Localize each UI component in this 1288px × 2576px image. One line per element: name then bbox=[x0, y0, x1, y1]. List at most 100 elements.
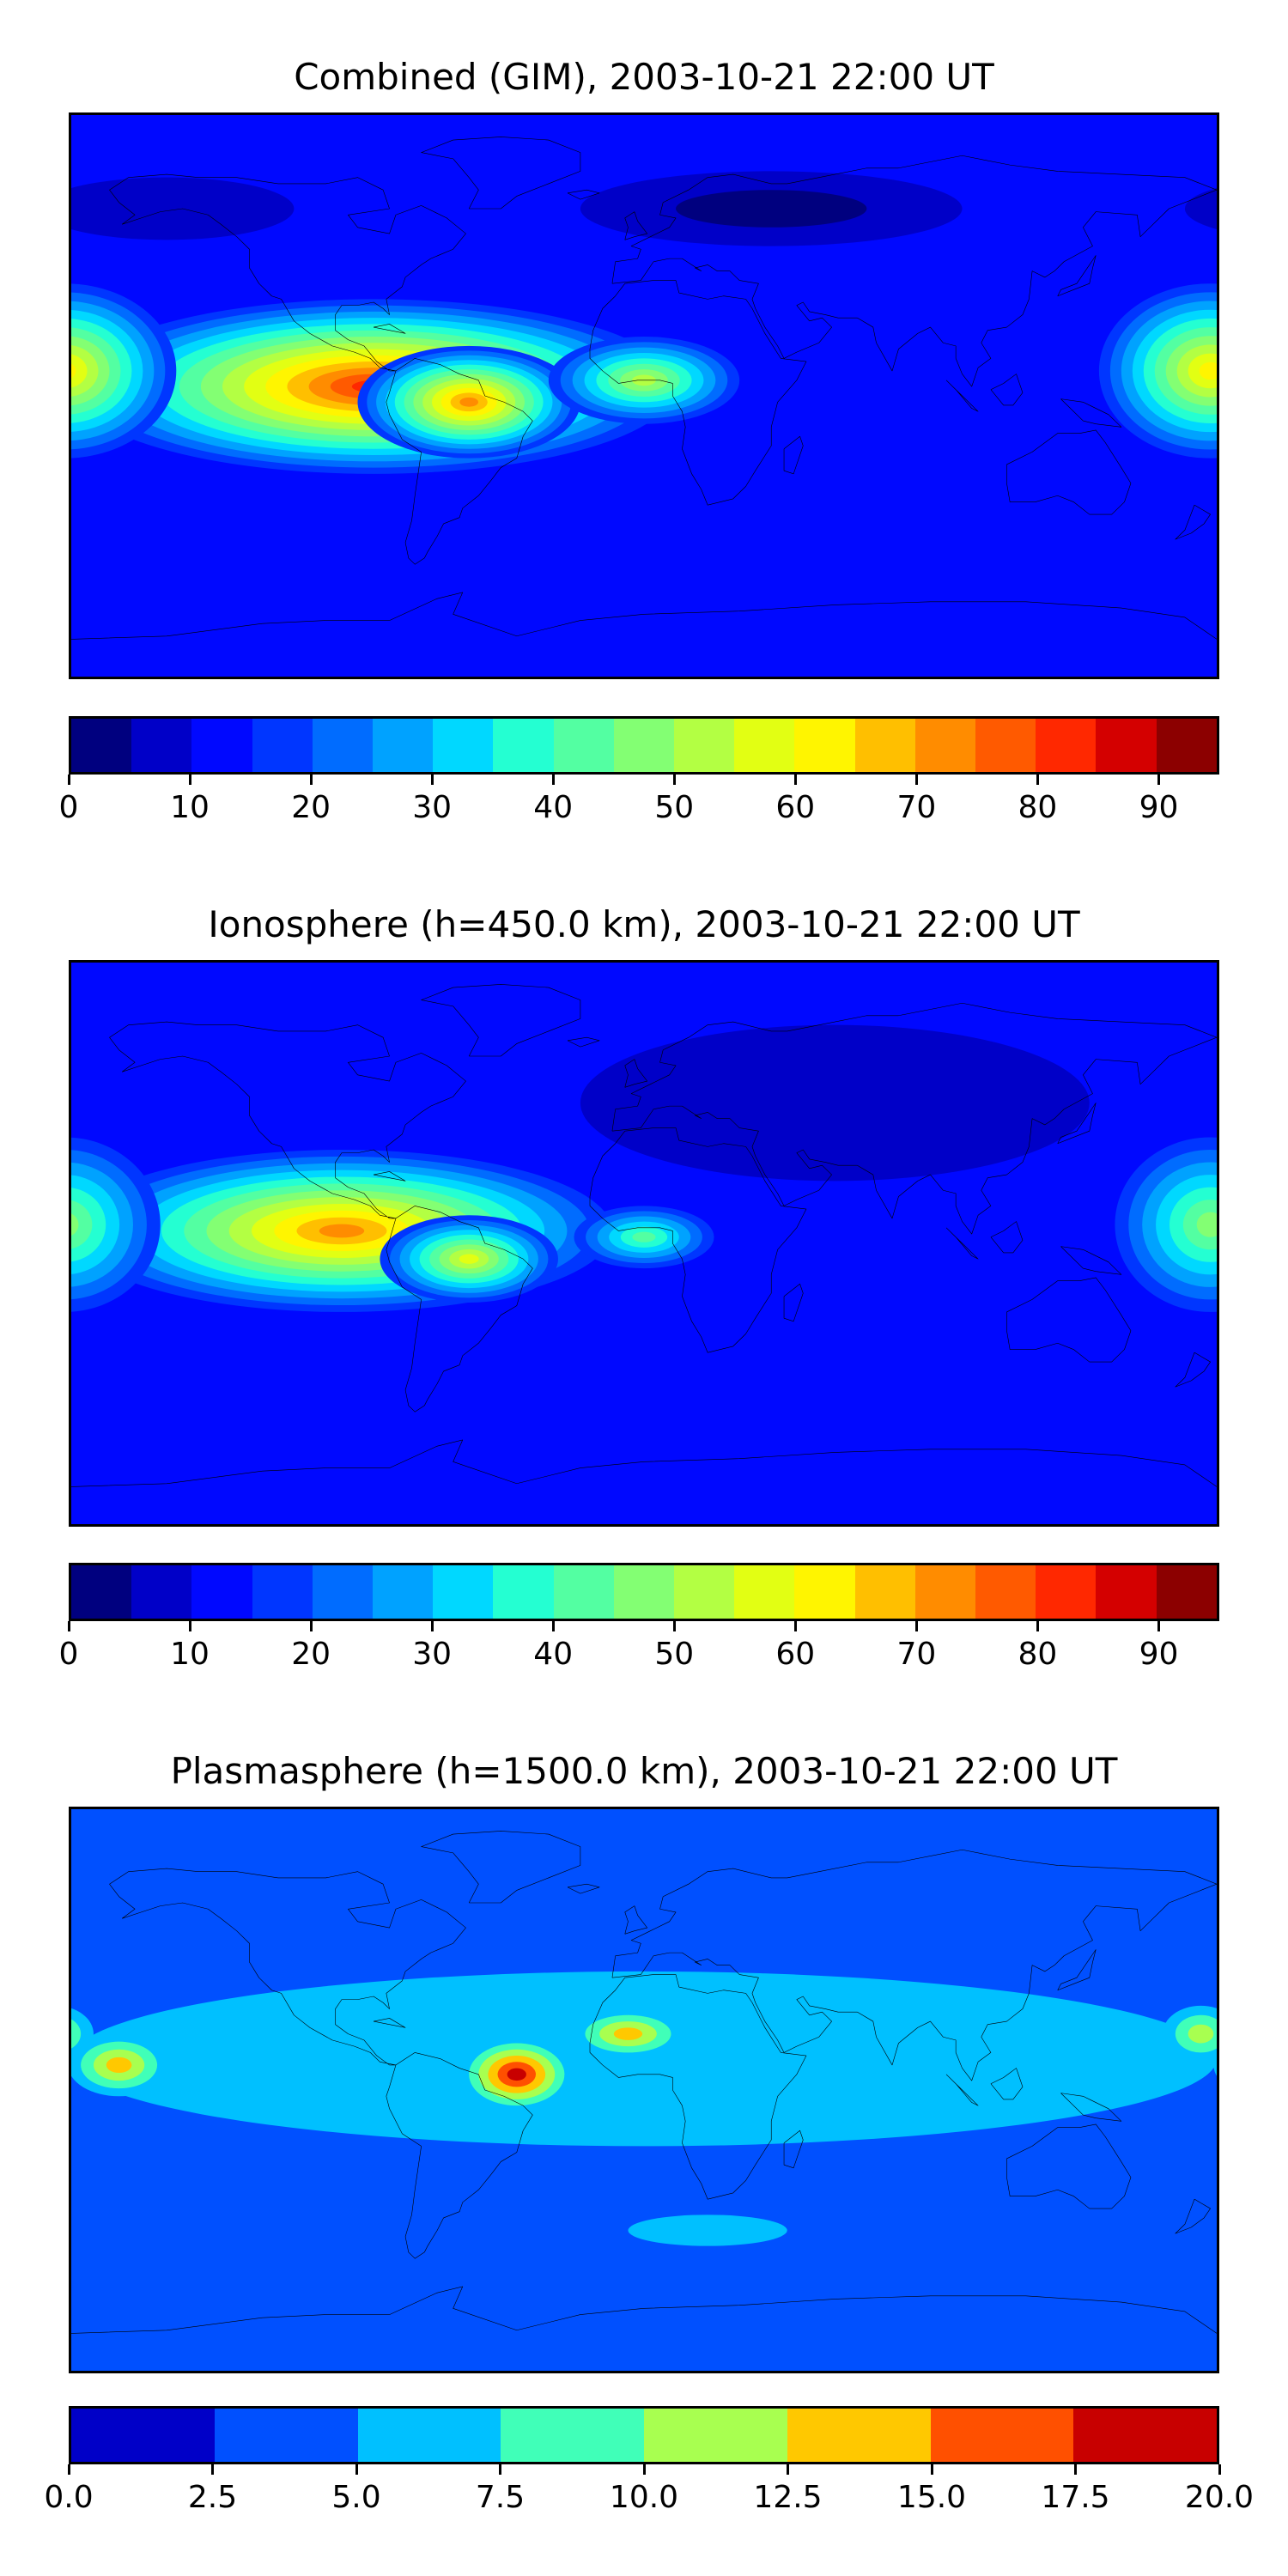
coastline bbox=[1176, 1352, 1211, 1387]
contour-region bbox=[580, 1024, 1090, 1182]
coastline bbox=[784, 2130, 803, 2168]
tick-mark bbox=[793, 775, 797, 785]
coastline bbox=[422, 1831, 580, 1903]
coastline bbox=[612, 1850, 1217, 2081]
tick-label: 0 bbox=[58, 790, 79, 825]
coastline bbox=[568, 190, 599, 199]
tick-label: 70 bbox=[896, 1637, 937, 1672]
tick-mark bbox=[793, 1621, 797, 1631]
map-combined bbox=[69, 112, 1219, 679]
contour-region bbox=[71, 1200, 93, 1249]
coastline bbox=[374, 324, 405, 333]
tick-mark bbox=[309, 775, 313, 785]
tick-mark bbox=[309, 1621, 313, 1631]
colorbar-segment bbox=[975, 719, 1036, 772]
contour-region bbox=[459, 1254, 479, 1264]
coastline bbox=[71, 2287, 1217, 2334]
coastline bbox=[71, 1440, 1217, 1487]
map-canvas-plasmasphere bbox=[71, 1809, 1217, 2371]
tick-mark bbox=[188, 775, 191, 785]
tick-label: 70 bbox=[896, 790, 937, 825]
tick-mark bbox=[1036, 1621, 1039, 1631]
map-canvas-ionosphere bbox=[71, 963, 1217, 1524]
tick-label: 60 bbox=[775, 1637, 816, 1672]
tick-label: 30 bbox=[412, 790, 453, 825]
coastline bbox=[422, 984, 580, 1056]
colorbar-segment bbox=[71, 1565, 132, 1619]
coastline bbox=[612, 155, 1217, 386]
coastline bbox=[590, 1128, 806, 1353]
colorbar-segment bbox=[613, 1565, 675, 1619]
tick-label: 10 bbox=[170, 1637, 210, 1672]
colorbar-segment bbox=[131, 719, 192, 772]
coastline bbox=[1006, 2124, 1131, 2208]
tick-mark bbox=[642, 2464, 646, 2475]
tick-label: 20 bbox=[291, 790, 331, 825]
colorbar-segment bbox=[553, 1565, 614, 1619]
tick-label: 80 bbox=[1018, 790, 1058, 825]
contour-region bbox=[632, 1231, 656, 1242]
tick-mark bbox=[67, 775, 70, 785]
contour-region bbox=[106, 2057, 132, 2074]
contour-region bbox=[1196, 1212, 1217, 1237]
coastline bbox=[1176, 2199, 1211, 2233]
coastline bbox=[1058, 1950, 1096, 1990]
panel-title-plasmasphere: Plasmasphere (h=1500.0 km), 2003-10-21 2… bbox=[170, 1750, 1118, 1792]
tick-mark bbox=[914, 775, 918, 785]
colorbar-ticks-combined: 0 10 20 30 40 50 60 70 80 90 bbox=[59, 775, 1219, 835]
tick-label: 90 bbox=[1139, 1637, 1179, 1672]
coastline bbox=[1006, 430, 1131, 514]
tick-label: 20.0 bbox=[1184, 2480, 1255, 2515]
colorbar-segment bbox=[1156, 719, 1217, 772]
coastline bbox=[625, 1060, 647, 1088]
colorbar-segment bbox=[975, 1565, 1036, 1619]
coastline bbox=[1176, 505, 1211, 539]
colorbar-ionosphere bbox=[69, 1563, 1219, 1621]
tick-mark bbox=[355, 2464, 358, 2475]
colorbar-segment bbox=[613, 719, 675, 772]
tick-mark bbox=[211, 2464, 214, 2475]
tick-mark bbox=[1074, 2464, 1077, 2475]
map-ionosphere bbox=[69, 960, 1219, 1527]
contour-region bbox=[1199, 361, 1217, 380]
colorbar-segment bbox=[1036, 719, 1097, 772]
tick-mark bbox=[1157, 775, 1160, 785]
contour-region bbox=[71, 2019, 82, 2049]
colorbar-segment bbox=[252, 1565, 313, 1619]
coastline bbox=[784, 1284, 803, 1321]
colorbar-segment bbox=[71, 719, 132, 772]
tick-mark bbox=[1036, 775, 1039, 785]
tick-mark bbox=[1157, 1621, 1160, 1631]
tick-mark bbox=[672, 1621, 676, 1631]
coastline bbox=[1058, 256, 1096, 296]
tick-mark bbox=[499, 2464, 501, 2475]
contour-region bbox=[628, 2215, 787, 2246]
contour-region bbox=[71, 354, 88, 388]
coastline bbox=[568, 1884, 599, 1893]
tick-mark bbox=[430, 775, 434, 785]
colorbar-segment bbox=[854, 1565, 915, 1619]
tick-label: 80 bbox=[1018, 1637, 1058, 1672]
colorbar-segment bbox=[493, 1565, 554, 1619]
contour-region bbox=[507, 2068, 526, 2081]
coastline bbox=[1058, 1103, 1096, 1144]
tick-label: 15.0 bbox=[896, 2480, 967, 2515]
colorbar-combined bbox=[69, 716, 1219, 775]
colorbar-segment bbox=[914, 719, 976, 772]
tick-mark bbox=[188, 1621, 191, 1631]
coastline bbox=[946, 1228, 978, 1259]
panel-title-combined: Combined (GIM), 2003-10-21 22:00 UT bbox=[294, 56, 994, 98]
tick-label: 0 bbox=[58, 1637, 79, 1672]
coastline bbox=[1060, 2093, 1121, 2122]
tick-mark bbox=[1218, 2464, 1221, 2475]
colorbar-segment bbox=[214, 2409, 358, 2462]
tick-label: 12.5 bbox=[753, 2480, 823, 2515]
colorbar-segment bbox=[312, 1565, 374, 1619]
tick-label: 50 bbox=[654, 1637, 695, 1672]
colorbar-plasmasphere bbox=[69, 2406, 1219, 2464]
colorbar-segment bbox=[1156, 1565, 1217, 1619]
colorbar-segment bbox=[357, 2409, 501, 2462]
colorbar-segment bbox=[191, 1565, 252, 1619]
map-canvas-combined bbox=[71, 115, 1217, 677]
tick-mark bbox=[67, 2464, 70, 2475]
